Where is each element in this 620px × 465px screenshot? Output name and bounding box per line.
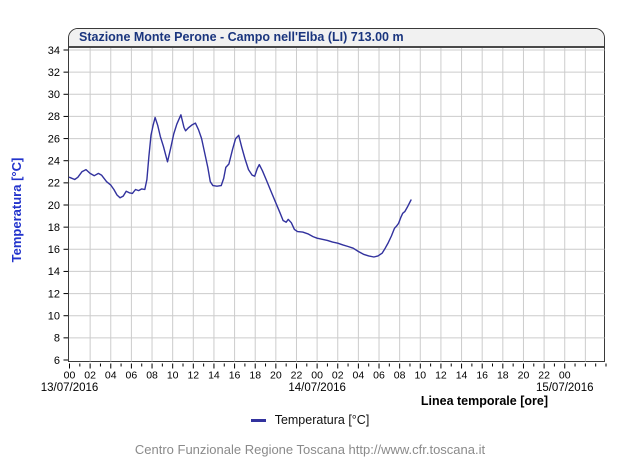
x-tick-label: 22 — [538, 370, 550, 382]
chart-box: Stazione Monte Perone - Campo nell'Elba … — [68, 28, 605, 362]
x-tick-label: 20 — [270, 370, 282, 382]
y-tick-label: 32 — [48, 67, 60, 79]
date-label-end: 15/07/2016 — [535, 382, 594, 394]
x-tick-label: 18 — [497, 370, 509, 382]
y-tick-label: 22 — [48, 178, 60, 190]
x-tick-label: 20 — [518, 370, 530, 382]
y-tick-label: 26 — [48, 133, 60, 145]
y-tick-label: 16 — [48, 244, 60, 256]
y-axis-title: Temperatura [°C] — [9, 157, 24, 263]
x-tick-label: 10 — [414, 370, 426, 382]
x-tick-label: 08 — [394, 370, 406, 382]
x-tick-label: 12 — [435, 370, 447, 382]
x-tick-label: 02 — [84, 370, 96, 382]
legend-label: Temperatura [°C] — [274, 413, 370, 427]
y-tick-label: 20 — [48, 200, 60, 212]
y-tick-label: 30 — [48, 89, 60, 101]
y-tick-label: 18 — [48, 222, 60, 234]
chart-title: Stazione Monte Perone - Campo nell'Elba … — [79, 30, 404, 44]
y-tick-label: 14 — [48, 266, 60, 278]
x-tick-label: 12 — [187, 370, 199, 382]
y-tick-label: 6 — [54, 355, 60, 367]
plot-area — [69, 48, 604, 361]
x-tick-label: 22 — [291, 370, 303, 382]
x-tick-label: 16 — [229, 370, 241, 382]
x-tick-label: 10 — [167, 370, 179, 382]
y-tick-label: 10 — [48, 311, 60, 323]
x-tick-label: 00 — [559, 370, 571, 382]
y-tick-label: 28 — [48, 111, 60, 123]
x-tick-label: 06 — [126, 370, 138, 382]
x-tick-label: 18 — [249, 370, 261, 382]
y-tick-label: 8 — [54, 333, 60, 345]
x-tick-label: 00 — [311, 370, 323, 382]
legend-line-icon — [250, 418, 266, 422]
x-tick-label: 00 — [64, 370, 76, 382]
x-tick-label: 02 — [332, 370, 344, 382]
y-tick-label: 12 — [48, 288, 60, 300]
x-tick-label: 14 — [208, 370, 220, 382]
date-label-start: 13/07/2016 — [40, 382, 99, 394]
x-tick-label: 04 — [105, 370, 117, 382]
x-tick-label: 06 — [373, 370, 385, 382]
x-tick-label: 16 — [476, 370, 488, 382]
x-tick-label: 14 — [456, 370, 468, 382]
date-label-mid: 14/07/2016 — [288, 382, 346, 394]
x-tick-label: 08 — [146, 370, 158, 382]
y-tick-label: 24 — [48, 156, 60, 168]
x-tick-label: 04 — [353, 370, 365, 382]
chart-title-bar: Stazione Monte Perone - Campo nell'Elba … — [69, 29, 604, 48]
x-axis-title: Linea temporale [ore] — [420, 394, 548, 408]
footer-text: Centro Funzionale Regione Toscana http:/… — [134, 442, 486, 457]
legend: Temperatura [°C] — [0, 413, 620, 427]
y-tick-label: 34 — [48, 45, 60, 57]
